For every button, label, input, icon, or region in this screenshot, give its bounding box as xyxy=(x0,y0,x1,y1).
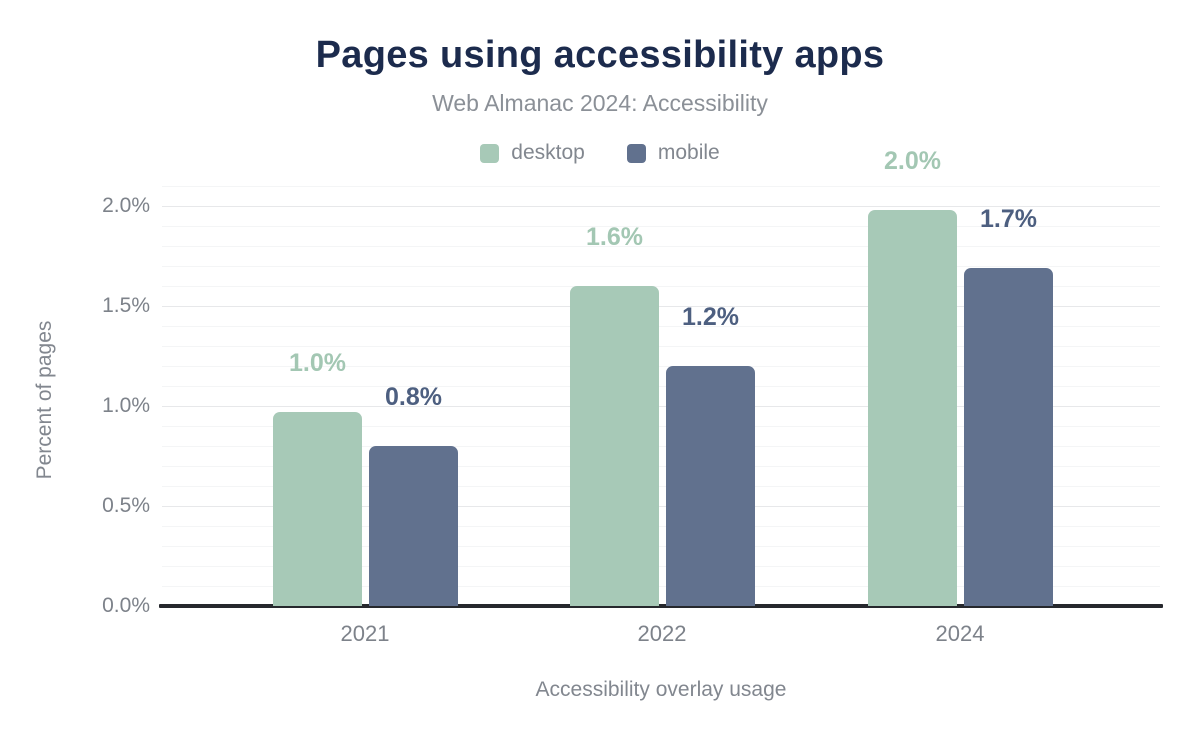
gridline-minor xyxy=(162,466,1160,467)
legend: desktop mobile xyxy=(0,141,1200,165)
gridline-minor xyxy=(162,186,1160,187)
gridline-minor xyxy=(162,446,1160,447)
y-axis-tick-label: 0.5% xyxy=(102,494,150,517)
gridline-minor xyxy=(162,486,1160,487)
y-axis-tick-label: 1.0% xyxy=(102,394,150,417)
bar-2022-mobile[interactable] xyxy=(666,366,755,606)
gridline-major xyxy=(162,306,1160,307)
chart-title: Pages using accessibility apps xyxy=(315,34,885,76)
gridline-minor xyxy=(162,546,1160,547)
gridline-major xyxy=(162,506,1160,507)
bar-2022-desktop[interactable] xyxy=(570,286,659,606)
legend-item-mobile[interactable]: mobile xyxy=(626,141,720,165)
bar-2021-desktop[interactable] xyxy=(273,412,362,606)
bar-value-label-2022-mobile: 1.2% xyxy=(682,303,739,331)
y-axis-tick-label: 1.5% xyxy=(102,294,150,317)
gridline-minor xyxy=(162,566,1160,567)
x-axis-tick-label-2021: 2021 xyxy=(340,621,390,646)
gridline-minor xyxy=(162,226,1160,227)
x-axis-tick-label-2022: 2022 xyxy=(637,621,687,646)
gridline-minor xyxy=(162,286,1160,287)
x-axis-line xyxy=(159,604,1163,608)
gridline-minor xyxy=(162,246,1160,247)
bar-2024-mobile[interactable] xyxy=(964,268,1053,606)
gridline-minor xyxy=(162,266,1160,267)
legend-swatch-mobile-icon xyxy=(626,143,646,163)
gridline-major xyxy=(162,206,1160,207)
gridline-major xyxy=(162,406,1160,407)
y-axis-tick-label: 2.0% xyxy=(102,194,150,217)
gridline-minor xyxy=(162,366,1160,367)
bar-value-label-2024-mobile: 1.7% xyxy=(980,205,1037,233)
bar-value-label-2021-mobile: 0.8% xyxy=(385,383,442,411)
gridline-minor xyxy=(162,326,1160,327)
legend-label-mobile: mobile xyxy=(657,141,720,164)
gridline-minor xyxy=(162,526,1160,527)
bar-value-label-2024-desktop: 2.0% xyxy=(884,147,941,175)
y-axis-title: Percent of pages xyxy=(33,320,56,480)
legend-item-desktop[interactable]: desktop xyxy=(480,141,585,165)
gridline-minor xyxy=(162,346,1160,347)
gridline-minor xyxy=(162,426,1160,427)
chart-subtitle: Web Almanac 2024: Accessibility xyxy=(432,90,768,116)
x-axis-title: Accessibility overlay usage xyxy=(535,678,787,701)
gridline-minor xyxy=(162,386,1160,387)
gridline-minor xyxy=(162,586,1160,587)
bar-2021-mobile[interactable] xyxy=(369,446,458,606)
bar-value-label-2022-desktop: 1.6% xyxy=(586,223,643,251)
plot-area: 0.0% 0.5% 1.0% 1.5% 2.0% 2021 2022 2024 1.0% 1.6%… xyxy=(102,149,1163,646)
y-axis-tick-label: 0.0% xyxy=(102,594,150,617)
legend-label-desktop: desktop xyxy=(511,141,585,164)
legend-swatch-desktop-icon xyxy=(480,143,500,163)
bar-2024-desktop[interactable] xyxy=(868,210,957,606)
x-axis-tick-label-2024: 2024 xyxy=(935,621,985,646)
bar-value-label-2021-desktop: 1.0% xyxy=(289,349,346,377)
